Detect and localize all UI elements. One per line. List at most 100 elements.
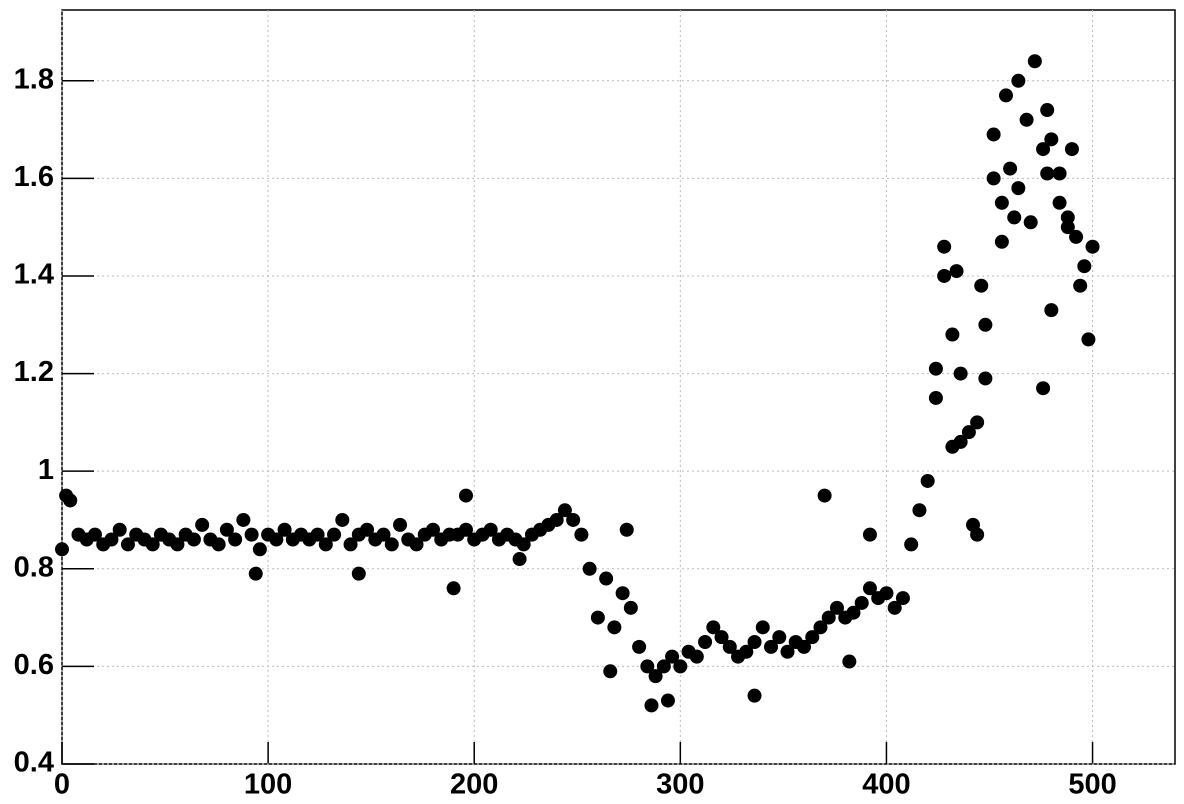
y-tick-label: 0.6 bbox=[14, 649, 54, 681]
point bbox=[186, 532, 201, 547]
point bbox=[961, 425, 976, 440]
point bbox=[327, 527, 342, 542]
point bbox=[1036, 381, 1051, 396]
point bbox=[603, 664, 618, 679]
point bbox=[673, 659, 688, 674]
point bbox=[1040, 103, 1055, 118]
point bbox=[170, 537, 185, 552]
point bbox=[879, 586, 894, 601]
x-tick-label: 400 bbox=[862, 769, 910, 801]
point bbox=[920, 473, 935, 488]
point bbox=[236, 512, 251, 527]
point bbox=[698, 634, 713, 649]
point bbox=[998, 88, 1013, 103]
point bbox=[764, 639, 779, 654]
point bbox=[607, 620, 622, 635]
point bbox=[648, 669, 663, 684]
point bbox=[269, 532, 284, 547]
point bbox=[1052, 166, 1067, 181]
point bbox=[986, 127, 1001, 142]
y-tick-label: 1.6 bbox=[14, 161, 54, 193]
point bbox=[409, 537, 424, 552]
point bbox=[426, 522, 440, 537]
x-tick-label: 100 bbox=[244, 769, 292, 801]
x-tick-label: 0 bbox=[54, 769, 70, 801]
point bbox=[846, 605, 861, 620]
x-tick-label: 500 bbox=[1068, 769, 1116, 801]
point bbox=[706, 620, 721, 635]
point bbox=[582, 561, 597, 576]
y-tick-label: 1.4 bbox=[14, 259, 54, 291]
point bbox=[994, 195, 1009, 210]
point bbox=[937, 268, 952, 283]
point bbox=[599, 571, 614, 586]
point bbox=[446, 581, 461, 596]
point bbox=[376, 527, 391, 542]
point bbox=[1011, 181, 1026, 196]
y-tick-label: 1 bbox=[38, 454, 54, 486]
point bbox=[615, 586, 630, 601]
point bbox=[219, 522, 234, 537]
point bbox=[755, 620, 770, 635]
point bbox=[665, 649, 680, 664]
point bbox=[1052, 195, 1067, 210]
point bbox=[1044, 132, 1059, 147]
point bbox=[1081, 332, 1096, 347]
point bbox=[747, 688, 762, 703]
point bbox=[862, 527, 877, 542]
plot-frame bbox=[61, 9, 1176, 765]
point bbox=[904, 537, 919, 552]
point bbox=[632, 639, 647, 654]
point bbox=[619, 522, 634, 537]
point bbox=[797, 639, 811, 654]
point bbox=[87, 527, 102, 542]
point bbox=[1064, 142, 1079, 157]
point bbox=[970, 415, 985, 430]
point bbox=[970, 527, 985, 542]
point bbox=[549, 512, 564, 527]
point bbox=[343, 537, 358, 552]
point bbox=[1077, 259, 1092, 274]
point bbox=[739, 644, 754, 659]
point bbox=[817, 488, 832, 503]
point bbox=[590, 610, 605, 625]
point bbox=[656, 659, 671, 674]
x-tick-label: 200 bbox=[450, 769, 498, 801]
point bbox=[120, 537, 135, 552]
y-tick-label: 1.2 bbox=[14, 356, 54, 388]
point bbox=[887, 600, 902, 615]
point bbox=[780, 644, 795, 659]
point bbox=[1003, 161, 1018, 176]
point bbox=[1027, 54, 1042, 69]
point bbox=[945, 327, 960, 342]
point bbox=[821, 610, 836, 625]
point bbox=[195, 517, 210, 532]
y-tick-label: 0.4 bbox=[14, 747, 54, 779]
point bbox=[1044, 303, 1059, 318]
point bbox=[986, 171, 1001, 186]
point bbox=[112, 522, 127, 537]
point bbox=[248, 566, 263, 581]
point bbox=[228, 532, 243, 547]
point bbox=[640, 659, 655, 674]
point bbox=[1073, 278, 1088, 293]
point bbox=[104, 532, 119, 547]
point bbox=[994, 234, 1009, 249]
point bbox=[722, 639, 737, 654]
point bbox=[574, 527, 589, 542]
point bbox=[772, 630, 787, 645]
point bbox=[928, 361, 943, 376]
point bbox=[277, 522, 292, 537]
point bbox=[516, 537, 531, 552]
point bbox=[360, 522, 375, 537]
point bbox=[310, 527, 325, 542]
point bbox=[854, 595, 869, 610]
point bbox=[689, 649, 704, 664]
point bbox=[512, 552, 527, 567]
point bbox=[974, 278, 989, 293]
point bbox=[829, 600, 844, 615]
point bbox=[912, 503, 927, 518]
point bbox=[244, 527, 259, 542]
point bbox=[660, 693, 675, 708]
